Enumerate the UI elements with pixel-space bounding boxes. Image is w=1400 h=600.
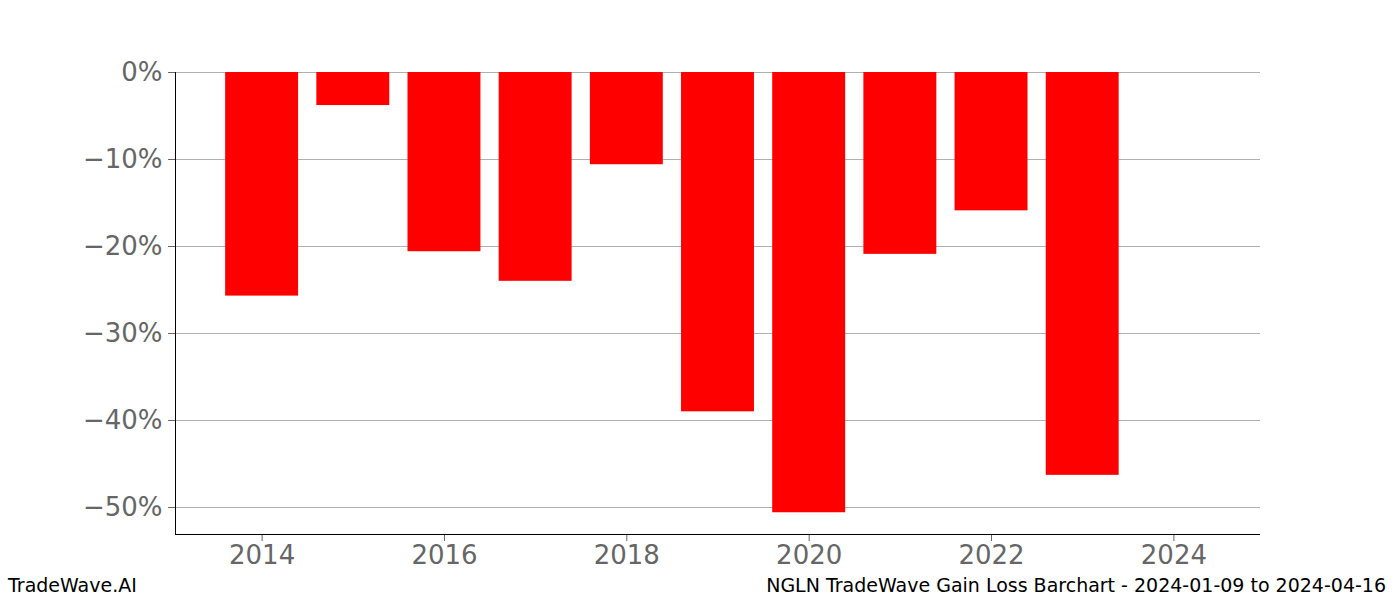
svg-text:0%: 0% bbox=[121, 57, 162, 87]
svg-text:−20%: −20% bbox=[83, 231, 163, 261]
html-text:NGLN TradeWave Gain Loss Barch: NGLN TradeWave Gain Loss Barchart - 2024… bbox=[766, 574, 1386, 596]
svg-text:2016: 2016 bbox=[411, 540, 477, 570]
svg-text:2018: 2018 bbox=[594, 540, 660, 570]
svg-text:2022: 2022 bbox=[958, 540, 1024, 570]
svg-text:2014: 2014 bbox=[229, 540, 295, 570]
svg-text:−30%: −30% bbox=[83, 318, 163, 348]
svg-text:2020: 2020 bbox=[776, 540, 842, 570]
svg-text:2024: 2024 bbox=[1141, 540, 1207, 570]
html-text:TradeWave.AI: TradeWave.AI bbox=[8, 574, 137, 596]
svg-text:−10%: −10% bbox=[83, 144, 163, 174]
svg-text:−40%: −40% bbox=[83, 405, 163, 435]
svg-text:−50%: −50% bbox=[83, 492, 163, 522]
